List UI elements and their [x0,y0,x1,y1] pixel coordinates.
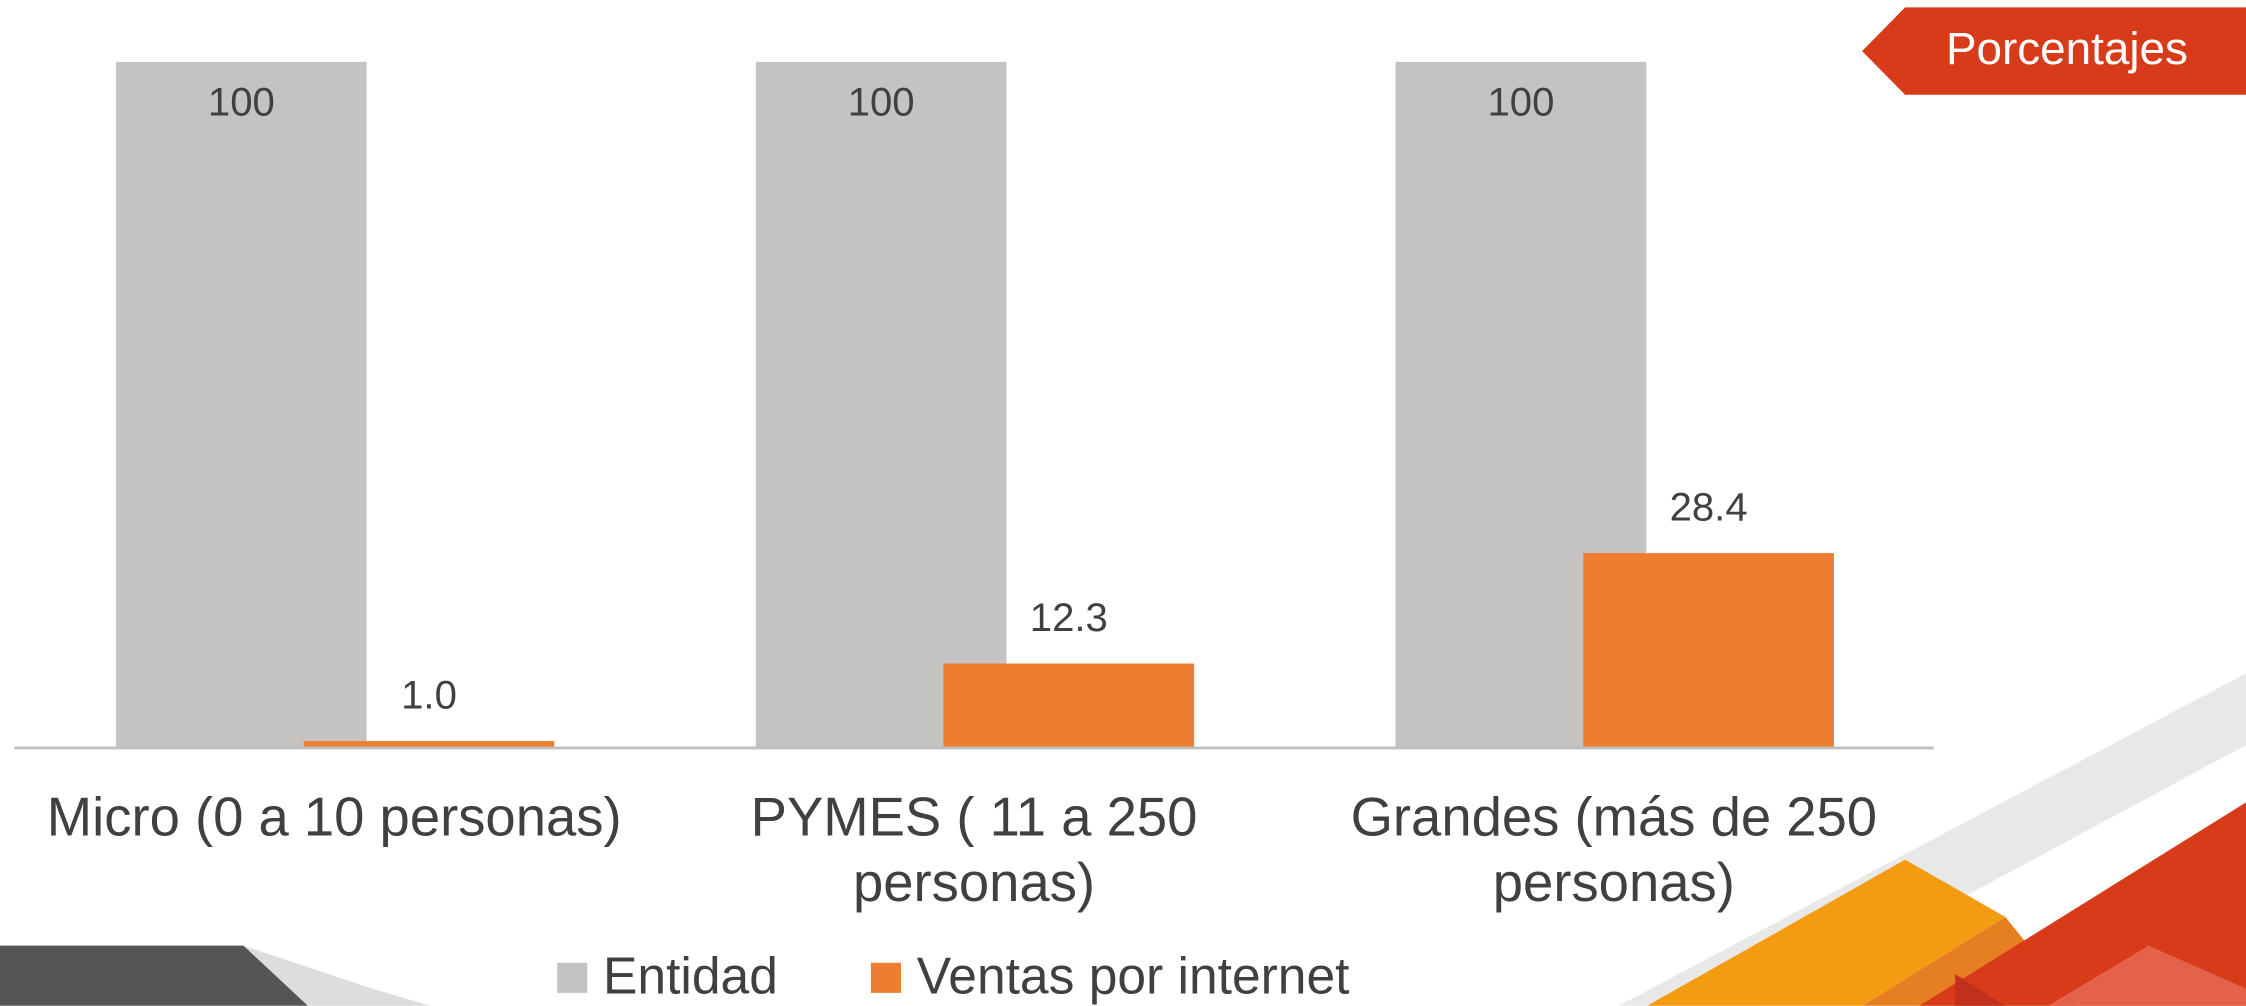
page: {"chart_data": {"type": "bar", "badge": … [0,0,2246,1006]
x-tick-label-box: Grandes (más de 250 personas) [1282,785,1947,928]
data-label: 100 [1488,80,1555,124]
data-label: 1.0 [401,674,457,718]
x-tick-label-box: Micro (0 a 10 personas) [2,785,667,928]
data-label: 28.4 [1670,486,1748,530]
bar [943,664,1194,748]
bar [1583,553,1834,748]
bar [756,62,1007,748]
legend-label: Ventas por internet [917,947,1350,1005]
legend-swatch [557,963,587,993]
x-tick-label: Micro (0 a 10 personas) [2,785,667,851]
x-tick-label-box: PYMES ( 11 a 250 personas) [642,785,1307,928]
x-tick-label: PYMES ( 11 a 250 personas) [642,785,1307,917]
badge: Porcentajes [1862,7,2246,94]
chart: Porcentajes 100 100 100 1.0 12.3 28.4 Micro (0… [0,0,2246,1006]
data-label: 12.3 [1030,596,1108,640]
legend-swatch [871,963,901,993]
data-label: 100 [848,80,915,124]
data-label: 100 [208,80,275,124]
badge-label: Porcentajes [1946,23,2188,74]
legend-label: Entidad [603,947,778,1005]
bar [116,62,367,748]
x-tick-label: Grandes (más de 250 personas) [1282,785,1947,917]
